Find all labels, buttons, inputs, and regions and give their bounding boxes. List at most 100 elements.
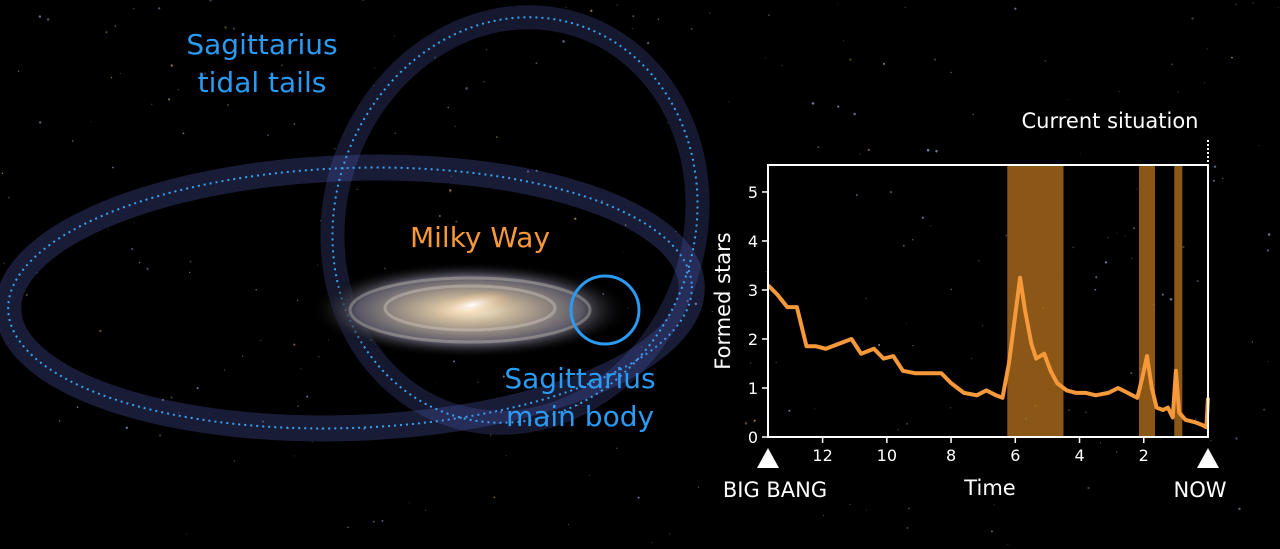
star xyxy=(781,64,783,67)
star xyxy=(311,441,313,443)
star xyxy=(950,288,953,291)
x-tick-label: 2 xyxy=(1139,446,1149,465)
x-tick-label: 8 xyxy=(946,446,956,465)
star xyxy=(1221,177,1224,180)
star xyxy=(449,189,452,192)
star xyxy=(631,27,633,30)
y-tick-label: 1 xyxy=(748,379,758,398)
star xyxy=(698,486,700,488)
star xyxy=(297,299,299,302)
annotation: Sagittarius xyxy=(504,362,655,395)
star xyxy=(232,27,236,30)
star xyxy=(624,224,627,226)
star xyxy=(438,215,441,217)
star xyxy=(1,172,4,175)
x-axis-label: Time xyxy=(963,476,1015,500)
star xyxy=(711,310,713,312)
start-label: BIG BANG xyxy=(723,478,827,502)
y-axis-label: Formed stars xyxy=(711,232,735,369)
star xyxy=(1080,152,1081,154)
star xyxy=(133,221,135,223)
star xyxy=(921,216,925,219)
star xyxy=(261,420,264,423)
star xyxy=(1115,451,1118,453)
star xyxy=(744,421,748,425)
star xyxy=(241,355,244,357)
star xyxy=(1277,7,1279,9)
star xyxy=(477,381,479,384)
star xyxy=(110,76,113,79)
star xyxy=(158,7,161,10)
star xyxy=(1238,507,1241,511)
star xyxy=(814,408,816,410)
star xyxy=(328,339,330,341)
star xyxy=(8,196,10,199)
star xyxy=(178,412,180,414)
star xyxy=(623,251,624,253)
star xyxy=(765,57,767,59)
start-triangle xyxy=(757,448,779,468)
star xyxy=(434,56,437,59)
star xyxy=(727,101,729,103)
star xyxy=(71,140,74,142)
annotation: Milky Way xyxy=(410,221,550,254)
star xyxy=(205,51,208,53)
star xyxy=(321,428,323,430)
star xyxy=(690,28,693,30)
star xyxy=(435,381,436,383)
star xyxy=(455,220,458,223)
star xyxy=(1068,409,1071,412)
star xyxy=(1095,276,1098,279)
star xyxy=(450,175,452,177)
star xyxy=(849,58,852,61)
star xyxy=(465,87,468,90)
star xyxy=(493,496,496,499)
star xyxy=(306,395,309,398)
star xyxy=(1267,361,1269,363)
star xyxy=(526,170,530,173)
star xyxy=(1104,261,1108,264)
star xyxy=(906,527,909,529)
star xyxy=(950,407,952,409)
star xyxy=(187,180,189,182)
star xyxy=(823,515,825,517)
star xyxy=(223,369,226,371)
star xyxy=(1262,408,1266,411)
end-label: NOW xyxy=(1173,478,1226,502)
star xyxy=(1235,437,1238,440)
y-tick-label: 5 xyxy=(748,183,758,202)
star xyxy=(483,80,485,83)
star xyxy=(1133,227,1135,230)
star xyxy=(3,262,5,264)
star xyxy=(882,62,885,65)
star xyxy=(114,25,117,27)
star xyxy=(902,244,905,247)
star xyxy=(709,12,711,14)
star xyxy=(1191,17,1194,20)
star xyxy=(908,507,910,510)
star xyxy=(170,64,173,67)
star xyxy=(1266,249,1270,252)
star xyxy=(1094,288,1097,291)
star xyxy=(668,533,671,535)
star xyxy=(562,40,565,43)
star xyxy=(347,526,349,529)
star xyxy=(775,361,777,363)
x-tick-label: 10 xyxy=(877,446,897,465)
star xyxy=(765,271,767,273)
star xyxy=(981,325,983,327)
star xyxy=(76,406,79,408)
star xyxy=(657,18,660,21)
x-tick-label: 4 xyxy=(1074,446,1084,465)
star xyxy=(867,148,870,152)
star xyxy=(1206,48,1208,50)
star xyxy=(496,136,498,138)
star xyxy=(490,433,492,435)
star xyxy=(972,113,974,116)
star xyxy=(334,148,336,150)
star xyxy=(146,267,149,270)
star xyxy=(46,18,50,21)
star xyxy=(300,368,302,370)
